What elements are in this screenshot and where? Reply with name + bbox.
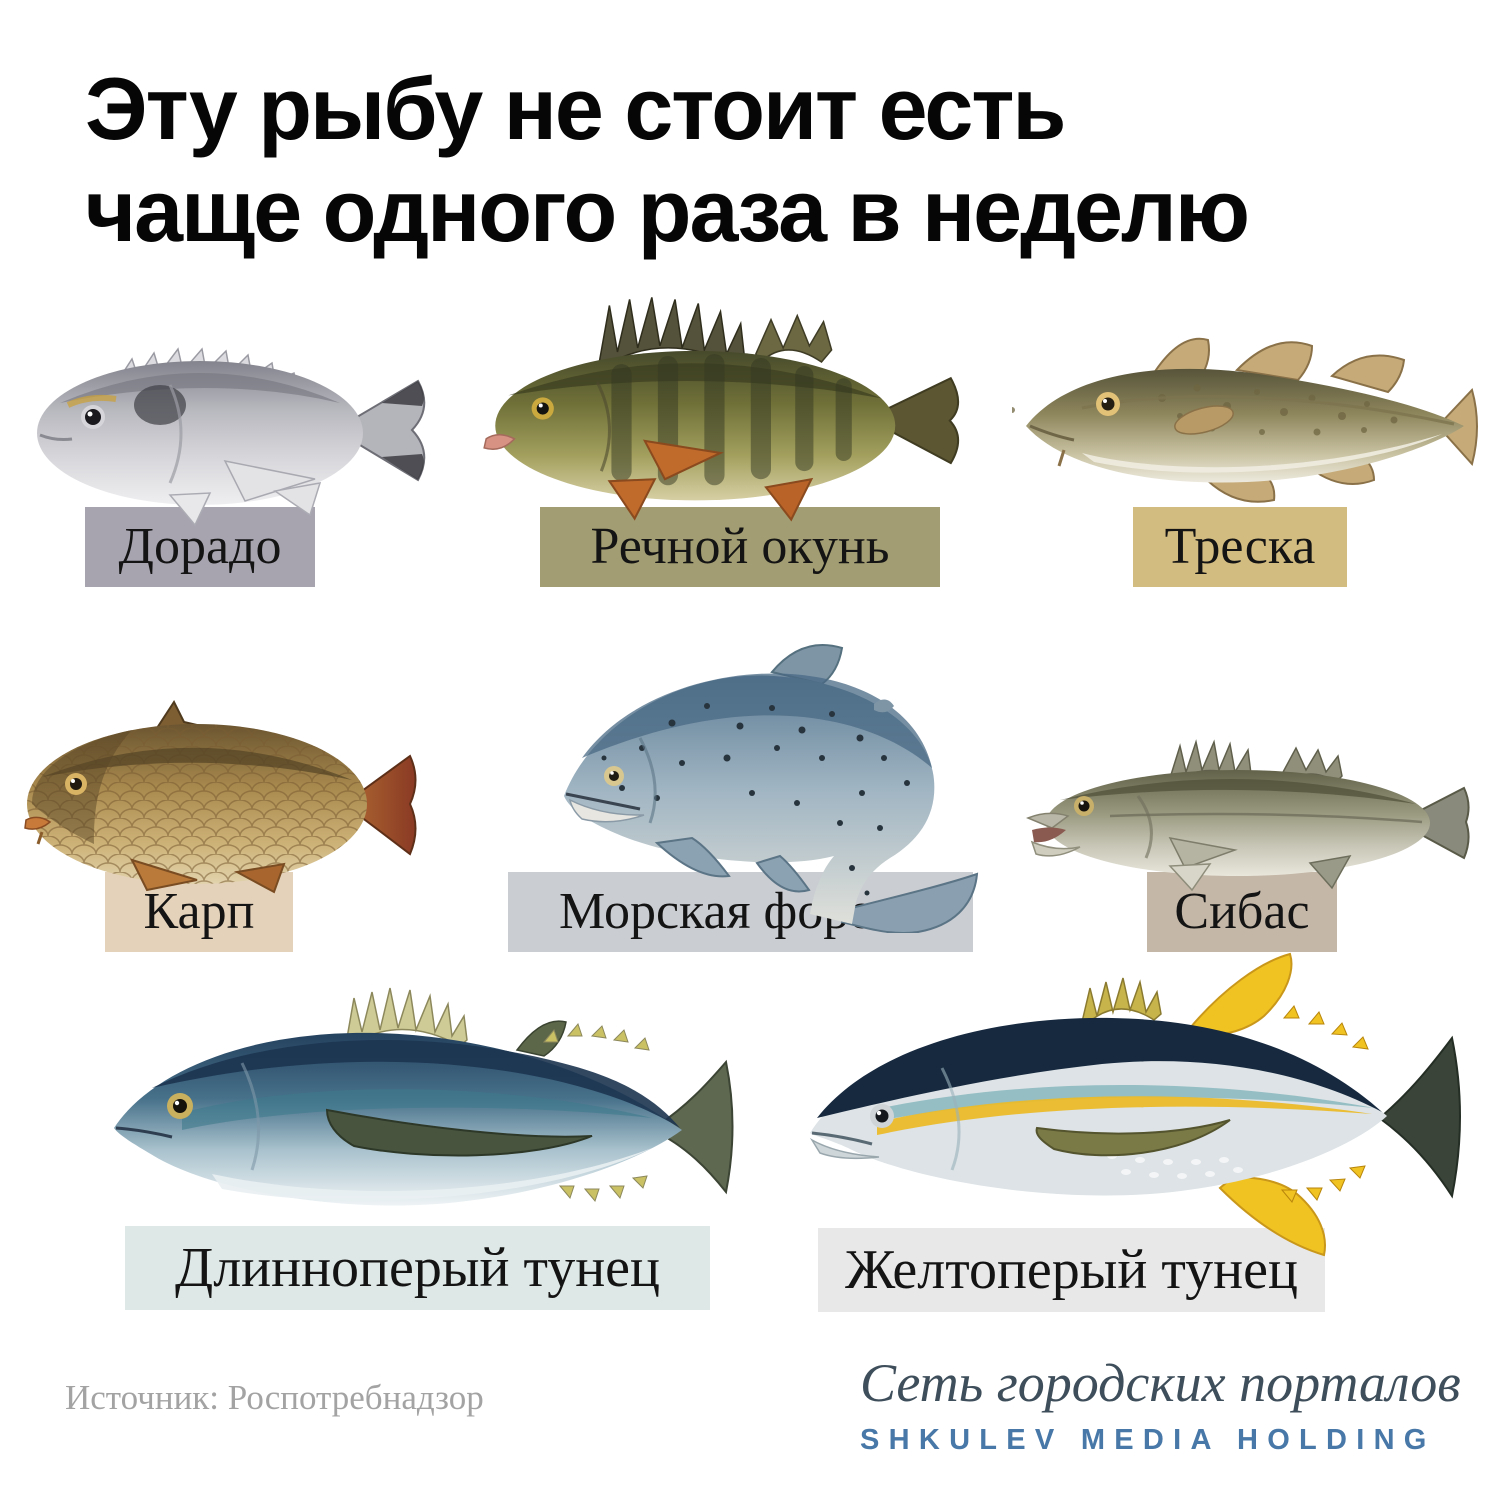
yellowfin-tuna-fish-image bbox=[809, 952, 1461, 1257]
sea-trout-illustration bbox=[522, 618, 997, 933]
cod-illustration bbox=[1012, 328, 1482, 518]
page-title: Эту рыбу не стоит есть чаще одного раза … bbox=[85, 58, 1465, 262]
fish-label-river-perch: Речной окунь bbox=[540, 507, 940, 587]
sea-bass-fish-image bbox=[1026, 739, 1470, 892]
fish-label-albacore-tuna: Длинноперый тунец bbox=[125, 1226, 710, 1310]
source-note: Источник: Роспотребнадзор bbox=[65, 1378, 484, 1417]
sea-bass-illustration bbox=[1020, 738, 1480, 896]
brand-network-name: Сеть городских порталов bbox=[860, 1353, 1461, 1413]
fish-label-yellowfin-tuna: Желтоперый тунец bbox=[818, 1228, 1325, 1312]
title-line-2: чаще одного раза в неделю bbox=[85, 161, 1250, 261]
carp-illustration bbox=[12, 692, 427, 897]
dorado-fish-image bbox=[37, 347, 426, 527]
carp-fish-image bbox=[24, 699, 417, 894]
albacore-tuna-fish-image bbox=[114, 987, 734, 1206]
sea-trout-fish-image bbox=[564, 644, 979, 933]
fish-label-cod: Треска bbox=[1133, 507, 1347, 587]
brand-logo: Сеть городских порталов SHKULEV MEDIA HO… bbox=[860, 1352, 1461, 1457]
cod-fish-image bbox=[1012, 337, 1478, 503]
river-perch-illustration bbox=[468, 288, 973, 528]
yellowfin-tuna-illustration bbox=[782, 948, 1487, 1273]
dorado-illustration bbox=[20, 333, 440, 528]
river-perch-fish-image bbox=[483, 297, 960, 522]
fish-label-dorado: Дорадо bbox=[85, 507, 315, 587]
fish-label-sea-bass: Сибас bbox=[1147, 872, 1337, 952]
brand-holding-name: SHKULEV MEDIA HOLDING bbox=[860, 1424, 1436, 1456]
albacore-tuna-illustration bbox=[92, 978, 747, 1263]
title-line-1: Эту рыбу не стоит есть bbox=[85, 59, 1067, 158]
